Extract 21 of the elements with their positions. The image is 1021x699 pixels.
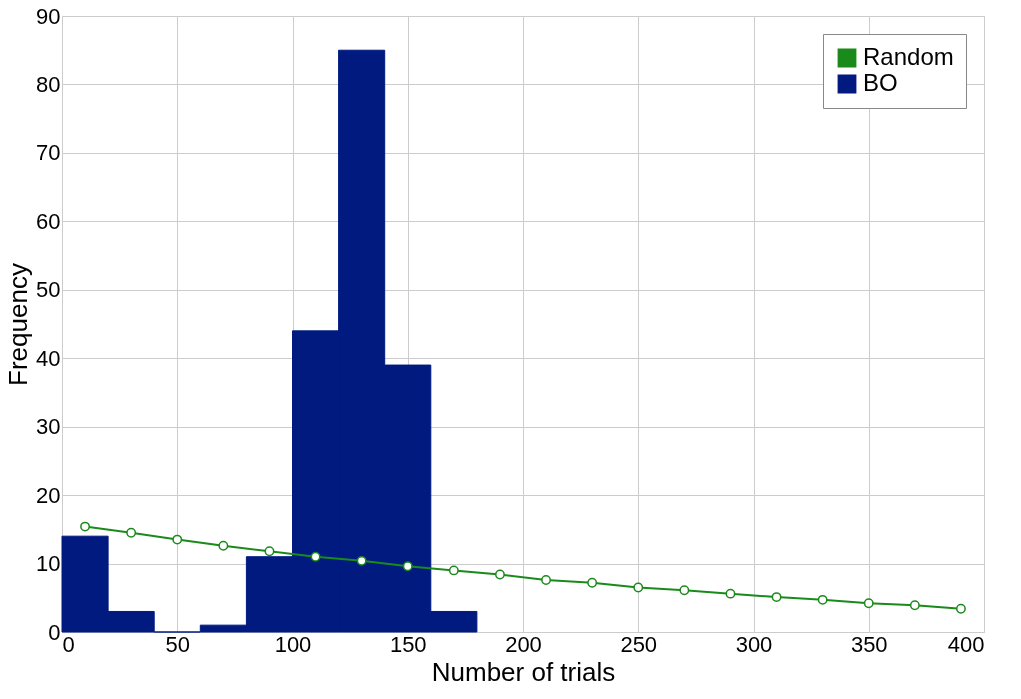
y-tick-label: 90 [36, 3, 61, 29]
y-axis-title: Frequency [3, 263, 34, 386]
x-tick-label: 250 [620, 631, 658, 657]
x-tick-label: 50 [165, 631, 190, 657]
x-tick-label: 400 [947, 631, 985, 657]
y-tick-label: 40 [36, 345, 61, 371]
x-tick-label: 200 [505, 631, 542, 657]
y-tick-label: 30 [36, 414, 61, 440]
x-tick-label: 150 [389, 631, 427, 657]
x-tick-label: 300 [735, 631, 773, 657]
y-tick-label: 80 [36, 71, 61, 97]
legend-label: BO [863, 69, 898, 96]
x-tick-label: 100 [274, 631, 312, 657]
legend-label: Random [863, 43, 954, 70]
y-tick-label: 70 [36, 140, 61, 166]
x-tick-label: 350 [850, 631, 888, 657]
y-tick-label: 20 [36, 482, 61, 508]
x-axis-title: Number of trials [431, 656, 616, 687]
y-tick-label: 10 [36, 551, 61, 577]
y-tick-label: 60 [36, 208, 61, 234]
y-tick-label: 50 [36, 277, 61, 303]
